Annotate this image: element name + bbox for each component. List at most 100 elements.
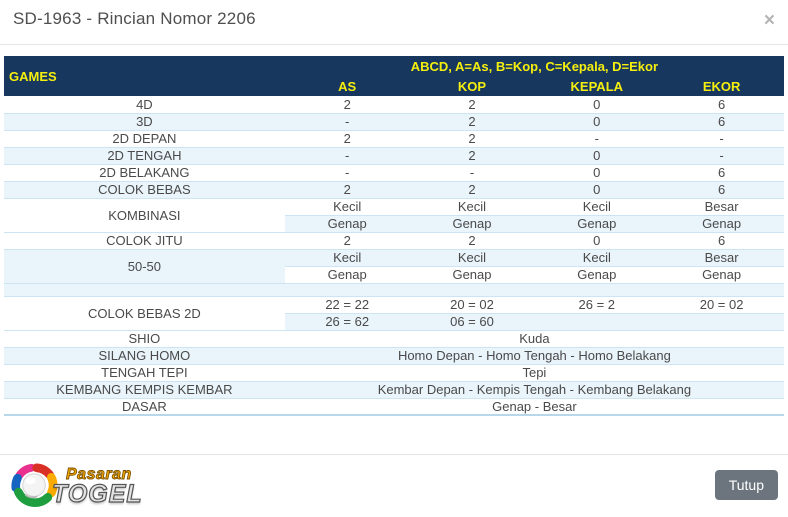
table-row: 26 = 62 06 = 60 [4,313,784,331]
modal-title: SD-1963 - Rincian Nomor 2206 [13,9,256,28]
game-label-cell: SILANG HOMO [4,347,285,365]
game-label-cell: 2D BELAKANG [4,164,285,182]
game-label-cell: 2D TENGAH [4,147,285,165]
games-table-header: GAMES ABCD, A=As, B=Kop, C=Kepala, D=Eko… [4,56,784,96]
value-cell [534,313,660,331]
value-cell: Kecil [284,198,410,216]
value-cell: 06 = 60 [409,313,535,331]
value-cell: 2 [409,113,535,131]
header-row-abcd: GAMES ABCD, A=As, B=Kop, C=Kepala, D=Eko… [4,56,784,96]
span-value-cell: Tepi [284,364,784,382]
game-label-cell: COLOK BEBAS [4,181,285,199]
game-label-cell: 2D DEPAN [4,130,285,148]
value-cell: Genap [534,266,660,284]
value-cell: 20 = 02 [659,296,784,314]
table-row: 50-50 Kecil Kecil Kecil Besar [4,249,784,284]
value-cell: Kecil [409,198,535,216]
value-cell: Genap [659,266,784,284]
value-cell: Genap [534,215,660,233]
game-label-cell: COLOK JITU [4,232,285,250]
span-value-cell: Kembar Depan - Kempis Tengah - Kembang B… [284,381,784,399]
games-table-body: 4D 2 2 0 6 3D -2 0 6 2D DEPAN 2 2- -2D TENGAH -2 0-2D … [4,96,784,416]
value-cell: 0 [534,147,660,165]
table-row: COLOK JITU 2 2 0 6 [4,232,784,250]
value-cell: Besar [659,198,784,216]
value-cell: 2 [284,232,410,250]
game-label-cell: 3D [4,113,285,131]
game-label-cell: 4D [4,96,285,114]
logo-text: Pasaran TOGEL [51,466,143,509]
value-cell: Genap [659,215,784,233]
table-row: 2D DEPAN 2 2- - [4,130,784,148]
value-cell: 0 [534,96,660,114]
value-cell: 2 [409,232,535,250]
table-row [4,283,784,297]
header-row-columns: AS KOP KEPALA EKOR [4,76,784,96]
column-header-ekor: EKOR [659,76,784,96]
value-cell: 22 = 22 [284,296,410,314]
value-cell: 6 [659,96,784,114]
game-label-cell: KOMBINASI [4,198,285,233]
game-label-cell: COLOK BEBAS 2D [4,296,285,331]
game-label-cell: SHIO [4,330,285,348]
value-cell: 26 = 62 [284,313,410,331]
game-label-cell: TENGAH TEPI [4,364,285,382]
spacer-cell [4,283,784,297]
table-row: Genap Genap Genap Genap [4,266,784,284]
game-label-cell: 50-50 [4,249,285,284]
value-cell: 0 [534,181,660,199]
value-cell: Kecil [409,249,535,267]
value-cell: 2 [409,181,535,199]
table-row: 2D TENGAH -2 0- [4,147,784,165]
table-row: 4D 2 2 0 6 [4,96,784,114]
table-row: TENGAH TEPI Tepi [4,364,784,382]
games-column-header: GAMES [4,56,285,96]
table-row: 2D BELAKANG - -0 6 [4,164,784,182]
value-cell: 6 [659,181,784,199]
value-cell: - [284,147,410,165]
column-header-as: AS [284,76,410,96]
logo-line1: Pasaran [66,466,132,484]
table-row: KEMBANG KEMPIS KEMBAR Kembar Depan - Kemp… [4,381,784,399]
modal-footer: Pasaran TOGEL Tutup [0,454,788,517]
value-cell: 0 [534,164,660,182]
value-cell: 20 = 02 [409,296,535,314]
value-cell: 2 [409,96,535,114]
value-cell: - [659,147,784,165]
value-cell: Genap [284,266,410,284]
table-row: COLOK BEBAS 2D 22 = 22 20 = 02 26 = 2 20 = 0… [4,296,784,331]
value-cell: 2 [284,181,410,199]
games-table: GAMES ABCD, A=As, B=Kop, C=Kepala, D=Eko… [4,56,784,416]
table-row: DASAR Genap - Besar [4,398,784,416]
table-row: 3D -2 0 6 [4,113,784,131]
tutup-button[interactable]: Tutup [714,470,778,500]
game-label-cell: KEMBANG KEMPIS KEMBAR [4,381,285,399]
table-row: Genap Genap Genap Genap [4,215,784,233]
column-header-kop: KOP [409,76,535,96]
value-cell: 2 [409,147,535,165]
close-icon[interactable]: × [763,10,775,31]
value-cell: Kecil [534,198,660,216]
modal-header: SD-1963 - Rincian Nomor 2206 × [0,0,788,45]
column-header-kepala: KEPALA [534,76,660,96]
abcd-legend-header: ABCD, A=As, B=Kop, C=Kepala, D=Ekor [284,56,784,76]
span-value-cell: Kuda [284,330,784,348]
value-cell: 26 = 2 [534,296,660,314]
value-cell [659,313,784,331]
value-cell: 6 [659,232,784,250]
value-cell: - [409,164,535,182]
pasaran-togel-logo: Pasaran TOGEL [8,460,143,512]
value-cell: Genap [409,266,535,284]
table-row: SHIO Kuda [4,330,784,348]
value-cell: 2 [284,96,410,114]
modal-body: GAMES ABCD, A=As, B=Kop, C=Kepala, D=Eko… [0,45,788,416]
table-row: KOMBINASI Kecil Kecil Kecil Besar [4,198,784,233]
value-cell: 0 [534,113,660,131]
logo-line2: TOGEL [51,480,143,509]
value-cell: - [284,113,410,131]
value-cell: 2 [409,130,535,148]
value-cell: 0 [534,232,660,250]
value-cell: Kecil [284,249,410,267]
value-cell: Besar [659,249,784,267]
